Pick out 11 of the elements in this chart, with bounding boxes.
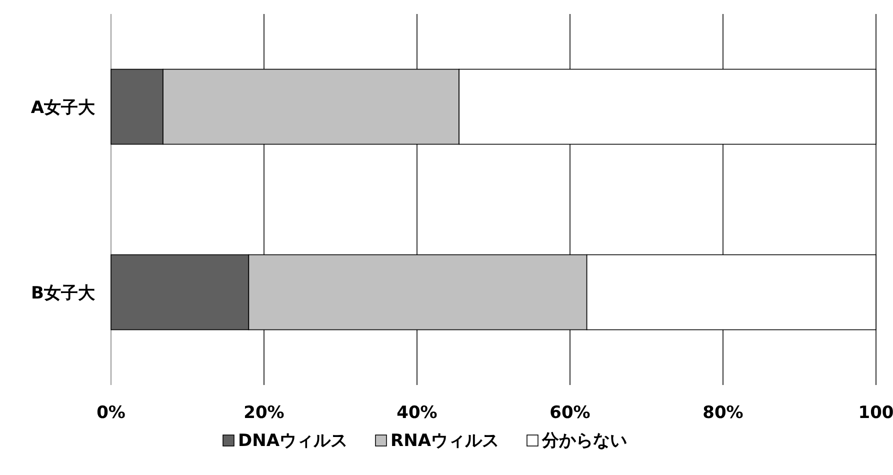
x-tick-label: 40% [396,403,438,423]
x-tick-label: 100 [858,403,893,423]
legend-label: 分からない [540,431,627,451]
y-tick-label: A女子大 [30,98,96,118]
x-tick-label: 80% [702,403,744,423]
y-tick-label: B女子大 [31,283,96,304]
legend-label: RNAウィルス [390,431,499,451]
x-tick-label: 20% [244,403,284,423]
x-tick-label: 0% [96,403,126,423]
legend-label: DNAウィルス [238,431,348,451]
x-tick-label: 60% [550,403,590,423]
